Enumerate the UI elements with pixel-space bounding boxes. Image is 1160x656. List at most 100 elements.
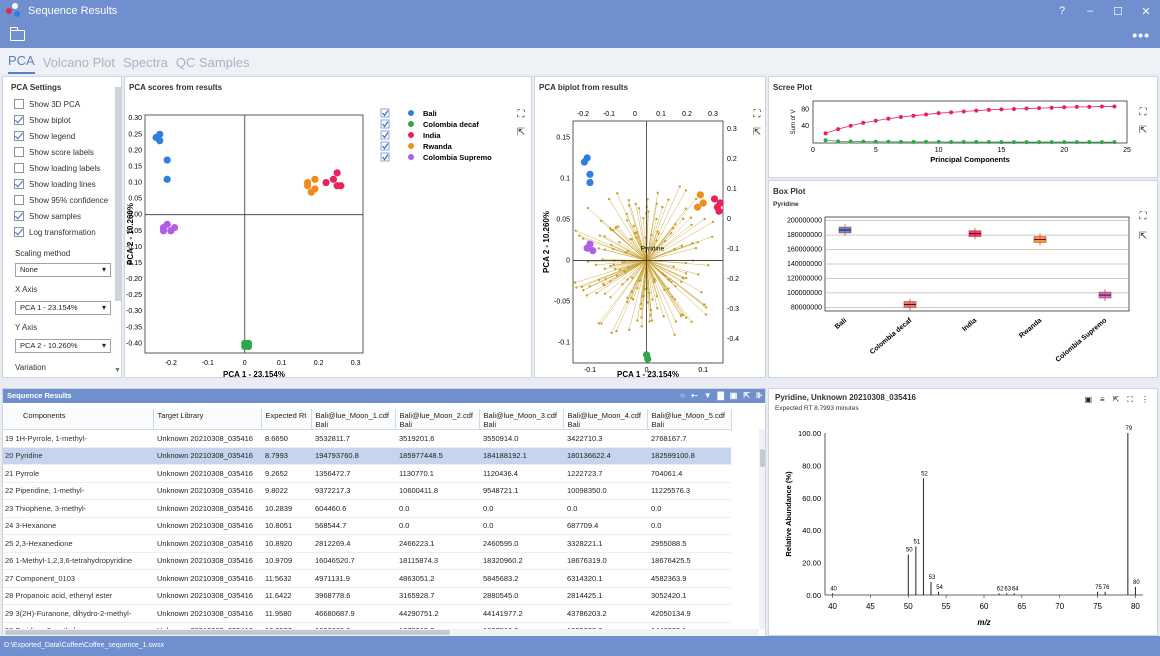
checkbox-box[interactable]	[14, 163, 24, 173]
table-row[interactable]: 23 Thiophene, 3-methyl- Unknown 20210308_…	[3, 499, 731, 518]
checkbox-box[interactable]	[14, 99, 24, 109]
checkbox-show-samples[interactable]: Show samples	[14, 211, 81, 221]
loading-point	[704, 306, 708, 309]
loading-line	[635, 203, 647, 261]
row-component: 27 Component_0103	[3, 569, 153, 588]
x-axis-select[interactable]: PCA 1 - 23.154%	[15, 301, 111, 315]
box-expand-icon[interactable]: ⛶	[1139, 211, 1147, 222]
loading-point	[652, 278, 656, 281]
column-header[interactable]: Components	[3, 409, 154, 430]
loading-point	[640, 316, 643, 319]
scree-export-icon[interactable]: ⇱	[1138, 125, 1148, 136]
table-row[interactable]: 27 Component_0103 Unknown 20210308_035416…	[3, 569, 731, 588]
box-chart[interactable]: 200000000 180000000 160000000 140000000 1200…	[769, 181, 1158, 378]
pca-biplot-chart[interactable]: Pyridine -0.1 0 0.1 0.15 0.1 0.05 0 -0.05 -0.1 -0.…	[535, 77, 766, 378]
table-cell: 18676319.0	[563, 552, 647, 570]
scree-chart[interactable]: 0 5 10 15 20 25 80 40 Principal Components Sum of…	[769, 77, 1158, 178]
table-row[interactable]: 29 3(2H)-Furanone, dihydro-2-methyl- Unkn…	[3, 604, 731, 623]
legend-checkbox[interactable]	[380, 119, 390, 129]
checkbox-box[interactable]	[14, 147, 24, 157]
grid-export-icon[interactable]: ⇱	[743, 391, 751, 400]
column-header[interactable]: Target Library	[153, 409, 262, 430]
table-cell: 9.8022	[261, 482, 311, 500]
table-row[interactable]: 19 1H-Pyrrole, 1-methyl- Unknown 20210308…	[3, 429, 731, 448]
checkbox-show-loading-lines[interactable]: Show loading lines	[14, 179, 96, 189]
tab-volcano-plot[interactable]: Volcano Plot	[42, 55, 116, 70]
checkbox-show-score-labels[interactable]: Show score labels	[14, 147, 94, 157]
column-header[interactable]: Bali@lue_Moon_3.cdf Bali	[479, 409, 564, 430]
y-axis-select[interactable]: PCA 2 - 10.260%	[15, 339, 111, 353]
spectrum-settings-icon[interactable]: ≡	[1100, 395, 1105, 404]
checkbox-show-3d-pca[interactable]: Show 3D PCA	[14, 99, 80, 109]
help-icon[interactable]: ?	[1058, 5, 1066, 17]
spectrum-expand-icon[interactable]: ⛶	[1127, 395, 1133, 404]
loading-point	[653, 280, 656, 283]
expand-icon[interactable]: ⛶	[517, 109, 525, 120]
biplot-expand-icon[interactable]: ⛶	[753, 109, 761, 120]
loading-point	[707, 263, 710, 267]
biplot-right-tick: -0.3	[727, 306, 739, 313]
checkbox-box[interactable]	[14, 195, 24, 205]
scaling-method-select[interactable]: None	[15, 263, 111, 277]
row-number: 23	[5, 503, 16, 513]
checkbox-show-legend[interactable]: Show legend	[14, 131, 75, 141]
table-row[interactable]: 24 3-Hexanone Unknown 20210308_035416 10.8…	[3, 517, 731, 535]
checkbox-show-biplot[interactable]: Show biplot	[14, 115, 70, 125]
box-export-icon[interactable]: ⇱	[1138, 231, 1148, 242]
tab-spectra[interactable]: Spectra	[123, 55, 168, 70]
loading-line	[646, 260, 687, 274]
table-row[interactable]: 20 Pyridine Unknown 20210308_035416 8.7993…	[3, 447, 731, 465]
minimize-icon[interactable]: –	[1086, 5, 1094, 17]
table-row[interactable]: 21 Pyrrole Unknown 20210308_035416 9.2652 1…	[3, 464, 731, 483]
settings-scrollbar[interactable]	[115, 87, 121, 301]
legend-checkbox[interactable]	[380, 130, 390, 140]
column-header[interactable]: Expected Rt	[261, 409, 312, 430]
column-header[interactable]: Bali@lue_Moon_4.cdf Bali	[563, 409, 648, 430]
columns-icon[interactable]: ⊪	[756, 391, 763, 400]
checkbox-box[interactable]	[14, 227, 24, 237]
scree-y-label: Sum of V	[791, 110, 797, 135]
tab-pca[interactable]: PCA	[8, 53, 35, 74]
checkbox-log-transformation[interactable]: Log transformation	[14, 227, 96, 237]
checkbox-box[interactable]	[14, 211, 24, 221]
pca-scores-chart[interactable]: -0.2 -0.1 0 0.1 0.2 0.30.300.250.200.150.100.…	[125, 77, 532, 378]
cumulative-point	[961, 109, 966, 114]
open-folder-icon[interactable]	[9, 26, 25, 41]
checkbox-box[interactable]	[14, 179, 24, 189]
export-icon[interactable]: ⇱	[516, 127, 526, 138]
checkbox-box[interactable]	[14, 131, 24, 141]
grid-vertical-scrollbar[interactable]	[759, 429, 765, 629]
filter-icon[interactable]: ▼	[703, 391, 712, 400]
tab-qc-samples[interactable]: QC Samples	[175, 55, 250, 70]
save-icon[interactable]: ▣	[729, 391, 738, 400]
checkbox-show-95-confidence[interactable]: Show 95% confidence	[14, 195, 108, 205]
scree-expand-icon[interactable]: ⛶	[1139, 107, 1147, 118]
more-options-icon[interactable]: •••	[1132, 27, 1150, 43]
spectrum-chart[interactable]: 40 45 50 55 60 65 70 75 80 100.00 80.00 60.00 40.00 2…	[769, 389, 1158, 636]
refresh-icon[interactable]: ○	[680, 391, 685, 400]
table-row[interactable]: 26 1-Methyl-1,2,3,6-tetrahydropyridine Un…	[3, 552, 731, 570]
maximize-icon[interactable]: ☐	[1113, 5, 1123, 18]
spectrum-more-icon[interactable]: ⋮	[1141, 395, 1149, 404]
back-icon[interactable]: ⇠	[690, 391, 698, 400]
legend-checkbox[interactable]	[380, 152, 390, 162]
scroll-down-icon[interactable]: ▼	[114, 367, 121, 374]
table-row[interactable]: 25 2,3-Hexanedione Unknown 20210308_03541…	[3, 534, 731, 553]
column-header[interactable]: Bali@lue_Moon_2.cdf Bali	[395, 409, 480, 430]
delete-icon[interactable]: ▇	[717, 391, 724, 400]
biplot-export-icon[interactable]: ⇱	[752, 127, 762, 138]
checkbox-show-loading-labels[interactable]: Show loading labels	[14, 163, 100, 173]
spectrum-save-icon[interactable]: ▣	[1084, 395, 1093, 404]
table-row[interactable]: 28 Propanoic acid, ethenyl ester Unknown …	[3, 587, 731, 605]
legend-checkbox[interactable]	[380, 141, 390, 151]
legend-checkbox[interactable]	[380, 108, 390, 118]
checkbox-box[interactable]	[14, 115, 24, 125]
column-header[interactable]: Bali@lue_Moon_5.cdf Bali	[647, 409, 732, 430]
biplot-point	[583, 244, 591, 252]
grid-horizontal-scrollbar[interactable]	[3, 629, 759, 636]
close-icon[interactable]: ✕	[1141, 5, 1151, 18]
loading-point	[603, 292, 607, 295]
spectrum-export-icon[interactable]: ⇱	[1112, 395, 1120, 404]
column-header[interactable]: Bali@lue_Moon_1.cdf Bali	[311, 409, 396, 430]
table-row[interactable]: 22 Piperidine, 1-methyl- Unknown 20210308…	[3, 482, 731, 500]
